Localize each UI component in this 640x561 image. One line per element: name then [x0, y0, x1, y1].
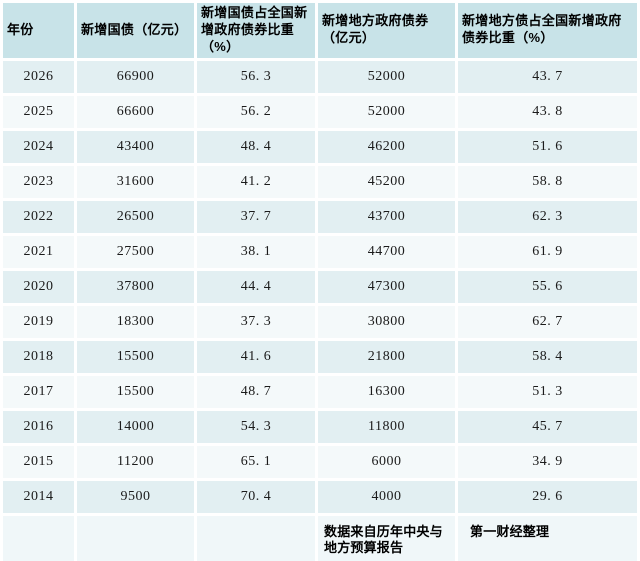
value-cell: 11200	[77, 445, 194, 478]
value-cell: 52000	[318, 95, 455, 128]
value-cell: 45200	[318, 165, 455, 198]
column-header-local-debt-share: 新增地方债占全国新增政府债券比重（%）	[458, 3, 637, 58]
value-cell: 41. 6	[197, 340, 315, 373]
table-row: 2019 18300 37. 3 30800 62. 7	[3, 305, 637, 338]
value-cell: 6000	[318, 445, 455, 478]
year-cell: 2018	[3, 340, 74, 373]
value-cell: 44700	[318, 235, 455, 268]
value-cell: 70. 4	[197, 480, 315, 513]
year-cell: 2026	[3, 60, 74, 93]
year-cell: 2025	[3, 95, 74, 128]
value-cell: 43400	[77, 130, 194, 163]
value-cell: 16300	[318, 375, 455, 408]
value-cell: 41. 2	[197, 165, 315, 198]
column-header-year: 年份	[3, 3, 74, 58]
value-cell: 43. 7	[458, 60, 637, 93]
value-cell: 37. 3	[197, 305, 315, 338]
value-cell: 15500	[77, 375, 194, 408]
value-cell: 54. 3	[197, 410, 315, 443]
value-cell: 31600	[77, 165, 194, 198]
value-cell: 62. 3	[458, 200, 637, 233]
value-cell: 43700	[318, 200, 455, 233]
value-cell: 65. 1	[197, 445, 315, 478]
value-cell: 21800	[318, 340, 455, 373]
value-cell: 62. 7	[458, 305, 637, 338]
table-row: 2022 26500 37. 7 43700 62. 3	[3, 200, 637, 233]
value-cell: 61. 9	[458, 235, 637, 268]
year-cell: 2022	[3, 200, 74, 233]
year-cell: 2019	[3, 305, 74, 338]
value-cell: 56. 3	[197, 60, 315, 93]
value-cell: 30800	[318, 305, 455, 338]
value-cell: 27500	[77, 235, 194, 268]
table-row: 2024 43400 48. 4 46200 51. 6	[3, 130, 637, 163]
table-row: 2015 11200 65. 1 6000 34. 9	[3, 445, 637, 478]
credit-note: 第一财经整理	[458, 515, 637, 561]
value-cell: 58. 8	[458, 165, 637, 198]
table-row: 2018 15500 41. 6 21800 58. 4	[3, 340, 637, 373]
value-cell: 55. 6	[458, 270, 637, 303]
column-header-new-national-debt: 新增国债（亿元）	[77, 3, 194, 58]
value-cell: 48. 7	[197, 375, 315, 408]
value-cell: 58. 4	[458, 340, 637, 373]
value-cell: 34. 9	[458, 445, 637, 478]
table-row: 2023 31600 41. 2 45200 58. 8	[3, 165, 637, 198]
column-header-national-debt-share: 新增国债占全国新增政府债券比重（%）	[197, 3, 315, 58]
year-cell: 2017	[3, 375, 74, 408]
value-cell: 38. 1	[197, 235, 315, 268]
year-cell: 2023	[3, 165, 74, 198]
value-cell: 15500	[77, 340, 194, 373]
year-cell: 2016	[3, 410, 74, 443]
footer-empty-cell	[197, 515, 315, 561]
value-cell: 51. 3	[458, 375, 637, 408]
year-cell: 2014	[3, 480, 74, 513]
value-cell: 43. 8	[458, 95, 637, 128]
table-row: 2025 66600 56. 2 52000 43. 8	[3, 95, 637, 128]
value-cell: 66600	[77, 95, 194, 128]
footer-empty-cell	[77, 515, 194, 561]
value-cell: 18300	[77, 305, 194, 338]
footer-empty-cell	[3, 515, 74, 561]
value-cell: 51. 6	[458, 130, 637, 163]
value-cell: 37. 7	[197, 200, 315, 233]
footer-row: 数据来自历年中央与地方预算报告 第一财经整理	[3, 515, 637, 561]
value-cell: 44. 4	[197, 270, 315, 303]
header-row: 年份 新增国债（亿元） 新增国债占全国新增政府债券比重（%） 新增地方政府债券（…	[3, 3, 637, 58]
value-cell: 52000	[318, 60, 455, 93]
table-row: 2021 27500 38. 1 44700 61. 9	[3, 235, 637, 268]
value-cell: 48. 4	[197, 130, 315, 163]
value-cell: 14000	[77, 410, 194, 443]
value-cell: 47300	[318, 270, 455, 303]
year-cell: 2015	[3, 445, 74, 478]
value-cell: 11800	[318, 410, 455, 443]
table-row: 2016 14000 54. 3 11800 45. 7	[3, 410, 637, 443]
value-cell: 56. 2	[197, 95, 315, 128]
value-cell: 46200	[318, 130, 455, 163]
year-cell: 2020	[3, 270, 74, 303]
value-cell: 29. 6	[458, 480, 637, 513]
value-cell: 45. 7	[458, 410, 637, 443]
year-cell: 2021	[3, 235, 74, 268]
year-cell: 2024	[3, 130, 74, 163]
value-cell: 37800	[77, 270, 194, 303]
table-row: 2014 9500 70. 4 4000 29. 6	[3, 480, 637, 513]
value-cell: 66900	[77, 60, 194, 93]
table-row: 2017 15500 48. 7 16300 51. 3	[3, 375, 637, 408]
value-cell: 9500	[77, 480, 194, 513]
value-cell: 26500	[77, 200, 194, 233]
value-cell: 4000	[318, 480, 455, 513]
table-row: 2020 37800 44. 4 47300 55. 6	[3, 270, 637, 303]
column-header-new-local-bonds: 新增地方政府债券（亿元）	[318, 3, 455, 58]
source-note: 数据来自历年中央与地方预算报告	[318, 515, 455, 561]
table-row: 2026 66900 56. 3 52000 43. 7	[3, 60, 637, 93]
